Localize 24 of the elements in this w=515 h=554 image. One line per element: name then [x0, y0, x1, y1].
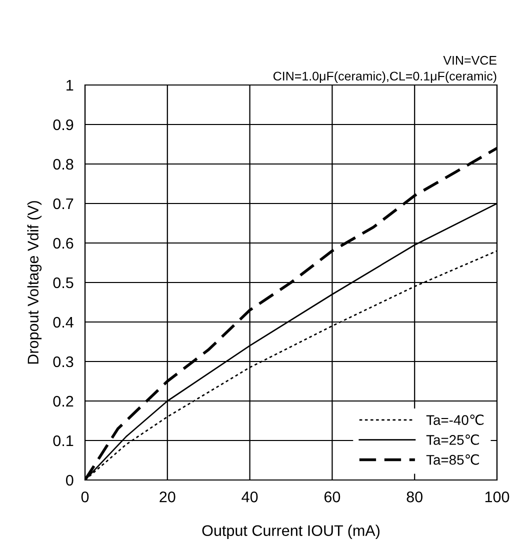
text: VIN=VCE	[443, 56, 496, 65]
x-tick-label: 100	[485, 492, 510, 502]
x-tick-label: 60	[324, 492, 340, 502]
y-tick-label: 0	[66, 474, 74, 486]
legend-label: Ta=-40℃	[426, 414, 484, 426]
y-tick-label: 0.5	[53, 277, 74, 288]
x-axis-title: Output Current IOUT (mA)	[202, 524, 380, 540]
legend-label: Ta=25℃	[426, 434, 479, 445]
y-tick-label: 0.8	[53, 158, 74, 170]
y-tick-label: 0.1	[53, 435, 74, 446]
x-tick-label: 40	[242, 492, 258, 502]
x-tick-label: 20	[160, 492, 176, 502]
legend-label: Ta=85℃	[426, 454, 479, 465]
y-tick-label: 0.6	[53, 238, 74, 249]
x-tick-label: 80	[406, 492, 422, 502]
y-axis-title: Dropout Voltage Vdif (V)	[27, 201, 42, 364]
y-tick-label: 0.4	[53, 316, 74, 328]
y-tick-label: 0.3	[53, 356, 74, 368]
y-tick-label: 1	[66, 80, 74, 91]
y-tick-label: 0.7	[53, 198, 74, 210]
x-tick-label: 0	[81, 492, 89, 502]
y-tick-label: 0.2	[53, 396, 74, 407]
y-tick-label: 0.9	[53, 119, 74, 130]
text: CIN=1.0μF(ceramic),CL=0.1μF(ceramic)	[273, 71, 496, 84]
